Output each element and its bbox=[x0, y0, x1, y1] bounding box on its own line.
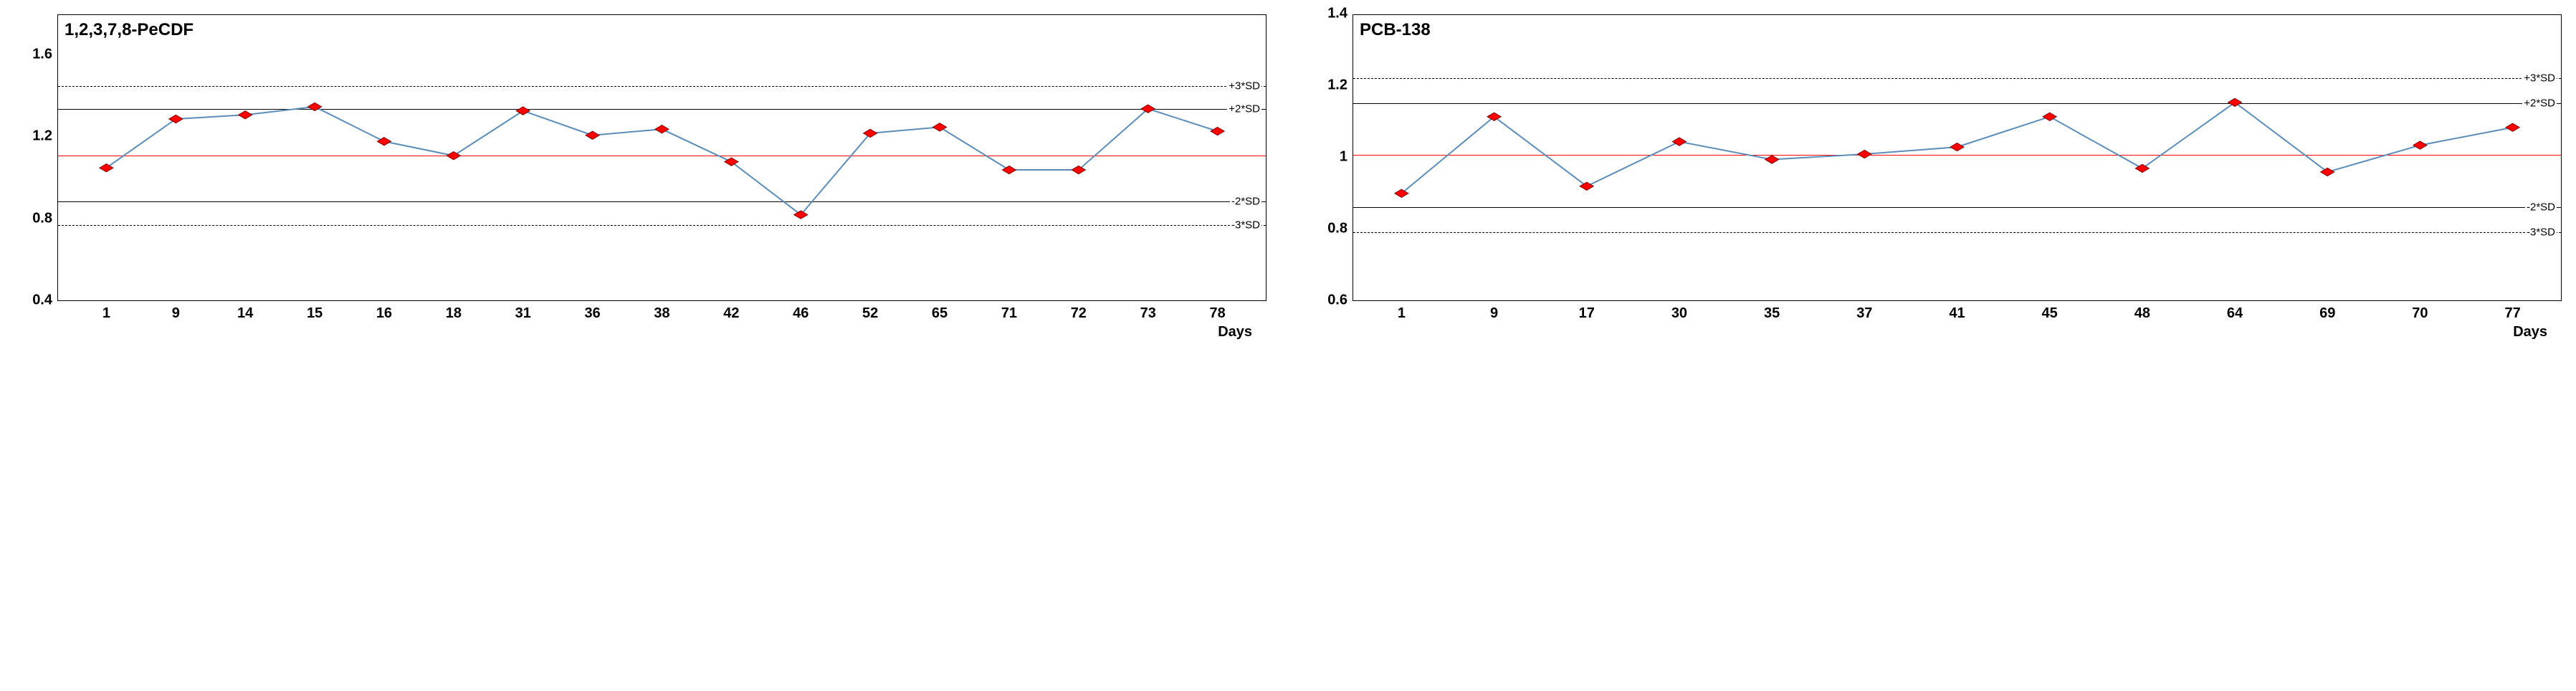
x-tick: 36 bbox=[584, 305, 600, 322]
x-tick: 30 bbox=[1671, 305, 1687, 322]
x-tick: 17 bbox=[1579, 305, 1595, 322]
y-tick: 1.2 bbox=[1317, 77, 1347, 94]
data-marker bbox=[1395, 189, 1408, 197]
data-marker bbox=[1211, 127, 1224, 135]
chart-panel-pcb138: PCB-138 Response Factor 0.60.811.21.4191… bbox=[1310, 14, 2562, 337]
x-tick: 35 bbox=[1764, 305, 1780, 322]
chart-title: 1,2,3,7,8-PeCDF bbox=[65, 20, 194, 40]
y-tick: 1 bbox=[1317, 149, 1347, 166]
plot-area: 0.60.811.21.4191730353741454864697077+3*… bbox=[1353, 14, 2562, 301]
x-tick: 1 bbox=[102, 305, 110, 322]
data-marker bbox=[1072, 166, 1085, 173]
data-marker bbox=[586, 131, 599, 139]
data-marker bbox=[864, 129, 877, 137]
x-tick: 37 bbox=[1856, 305, 1872, 322]
data-marker bbox=[239, 111, 252, 119]
x-tick: 69 bbox=[2319, 305, 2335, 322]
x-tick: 72 bbox=[1071, 305, 1087, 322]
y-tick: 0.6 bbox=[1317, 292, 1347, 309]
y-tick: 1.6 bbox=[22, 47, 52, 63]
y-tick: 1.2 bbox=[22, 128, 52, 145]
x-tick: 78 bbox=[1209, 305, 1225, 322]
y-tick: 0.8 bbox=[22, 210, 52, 227]
x-tick: 14 bbox=[237, 305, 253, 322]
x-tick: 15 bbox=[307, 305, 323, 322]
x-tick: 70 bbox=[2412, 305, 2428, 322]
x-tick: 73 bbox=[1140, 305, 1156, 322]
x-tick: 71 bbox=[1001, 305, 1017, 322]
data-layer bbox=[58, 15, 1266, 300]
y-tick: 0.4 bbox=[22, 292, 52, 309]
data-marker bbox=[2506, 123, 2519, 131]
data-layer bbox=[1353, 15, 2561, 300]
x-axis-label: Days bbox=[1218, 324, 1252, 340]
charts-container: 1,2,3,7,8-PeCDF Response Factor 0.40.81.… bbox=[14, 14, 2562, 337]
x-tick: 64 bbox=[2227, 305, 2243, 322]
chart-title: PCB-138 bbox=[1360, 20, 1431, 40]
chart-panel-pecdf: 1,2,3,7,8-PeCDF Response Factor 0.40.81.… bbox=[14, 14, 1266, 337]
x-tick: 45 bbox=[2042, 305, 2058, 322]
x-tick: 9 bbox=[1490, 305, 1498, 322]
x-tick: 52 bbox=[862, 305, 878, 322]
x-tick: 48 bbox=[2134, 305, 2150, 322]
y-tick: 0.8 bbox=[1317, 221, 1347, 237]
y-tick: 1.4 bbox=[1317, 6, 1347, 22]
x-tick: 1 bbox=[1398, 305, 1406, 322]
plot-area: 0.40.81.21.61914151618313638424652657172… bbox=[57, 14, 1266, 301]
x-axis-label: Days bbox=[2513, 324, 2547, 340]
x-tick: 18 bbox=[446, 305, 462, 322]
x-tick: 16 bbox=[376, 305, 392, 322]
x-tick: 65 bbox=[932, 305, 948, 322]
series-line bbox=[106, 107, 1217, 215]
x-tick: 9 bbox=[172, 305, 180, 322]
data-marker bbox=[1765, 156, 1779, 163]
x-tick: 46 bbox=[793, 305, 808, 322]
x-tick: 41 bbox=[1949, 305, 1965, 322]
x-tick: 38 bbox=[654, 305, 669, 322]
x-tick: 77 bbox=[2504, 305, 2520, 322]
data-marker bbox=[1950, 143, 1964, 151]
data-marker bbox=[1858, 150, 1871, 158]
data-marker bbox=[2413, 141, 2427, 149]
x-tick: 42 bbox=[723, 305, 739, 322]
x-tick: 31 bbox=[515, 305, 531, 322]
data-marker bbox=[1141, 105, 1155, 113]
